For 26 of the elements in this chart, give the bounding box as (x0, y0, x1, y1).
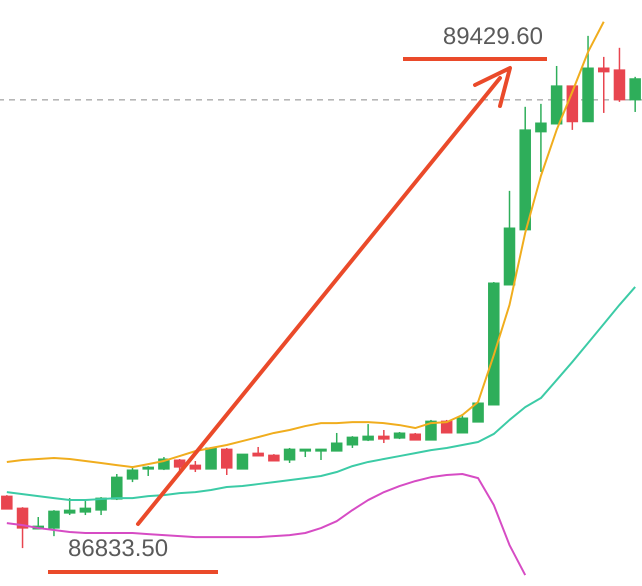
annotation: 86833.50 (68, 535, 168, 562)
candlestick (315, 448, 327, 461)
candlestick (142, 465, 154, 477)
candlestick (346, 435, 358, 449)
candlestick (190, 460, 202, 473)
candlestick (48, 509, 60, 537)
candlestick (64, 497, 76, 516)
candlestick (598, 56, 610, 114)
candlestick (284, 447, 296, 464)
candlestick (80, 500, 92, 516)
candlestick (220, 447, 233, 476)
candlestick (252, 446, 264, 457)
candlestick (472, 402, 484, 423)
candlestick (535, 103, 547, 173)
candlestick (330, 432, 342, 452)
candlestick (456, 413, 468, 434)
candlestick (126, 465, 138, 483)
annotation: 89429.60 (442, 23, 543, 50)
candlestick (362, 423, 374, 442)
candlestick (111, 473, 123, 501)
candlestick (1, 494, 13, 510)
candlestick (16, 506, 28, 549)
candlestick (236, 454, 248, 470)
candlestick (425, 419, 437, 441)
candlestick (629, 76, 641, 113)
candlestick (378, 429, 390, 444)
